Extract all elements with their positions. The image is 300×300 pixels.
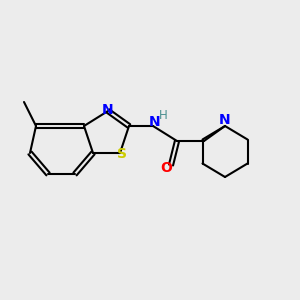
Text: H: H xyxy=(159,109,168,122)
Text: N: N xyxy=(102,103,114,116)
Text: O: O xyxy=(160,161,172,175)
Text: N: N xyxy=(149,115,160,128)
Text: N: N xyxy=(219,113,231,127)
Text: S: S xyxy=(116,148,127,161)
